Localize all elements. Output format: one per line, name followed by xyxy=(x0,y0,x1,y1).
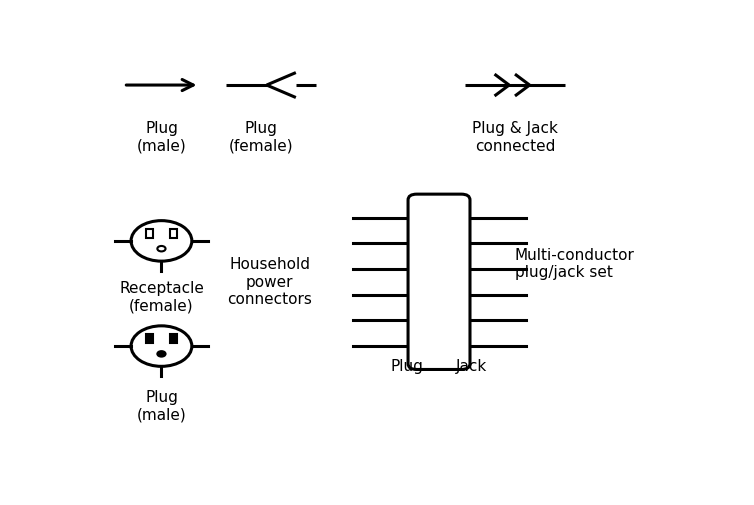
Text: Plug: Plug xyxy=(391,358,423,373)
Circle shape xyxy=(158,351,166,357)
Text: Household
power
connectors: Household power connectors xyxy=(227,257,312,307)
Bar xyxy=(146,230,153,238)
Bar xyxy=(146,335,153,343)
Bar xyxy=(170,230,176,238)
Text: Plug
(male): Plug (male) xyxy=(136,389,186,422)
Bar xyxy=(170,335,176,343)
FancyBboxPatch shape xyxy=(408,195,470,370)
Text: Plug & Jack
connected: Plug & Jack connected xyxy=(472,121,558,153)
Text: Jack: Jack xyxy=(455,358,487,373)
Text: Plug
(female): Plug (female) xyxy=(228,121,293,153)
Text: Multi-conductor
plug/jack set: Multi-conductor plug/jack set xyxy=(515,247,635,280)
Text: Receptacle
(female): Receptacle (female) xyxy=(119,280,204,313)
Text: Plug
(male): Plug (male) xyxy=(136,121,186,153)
